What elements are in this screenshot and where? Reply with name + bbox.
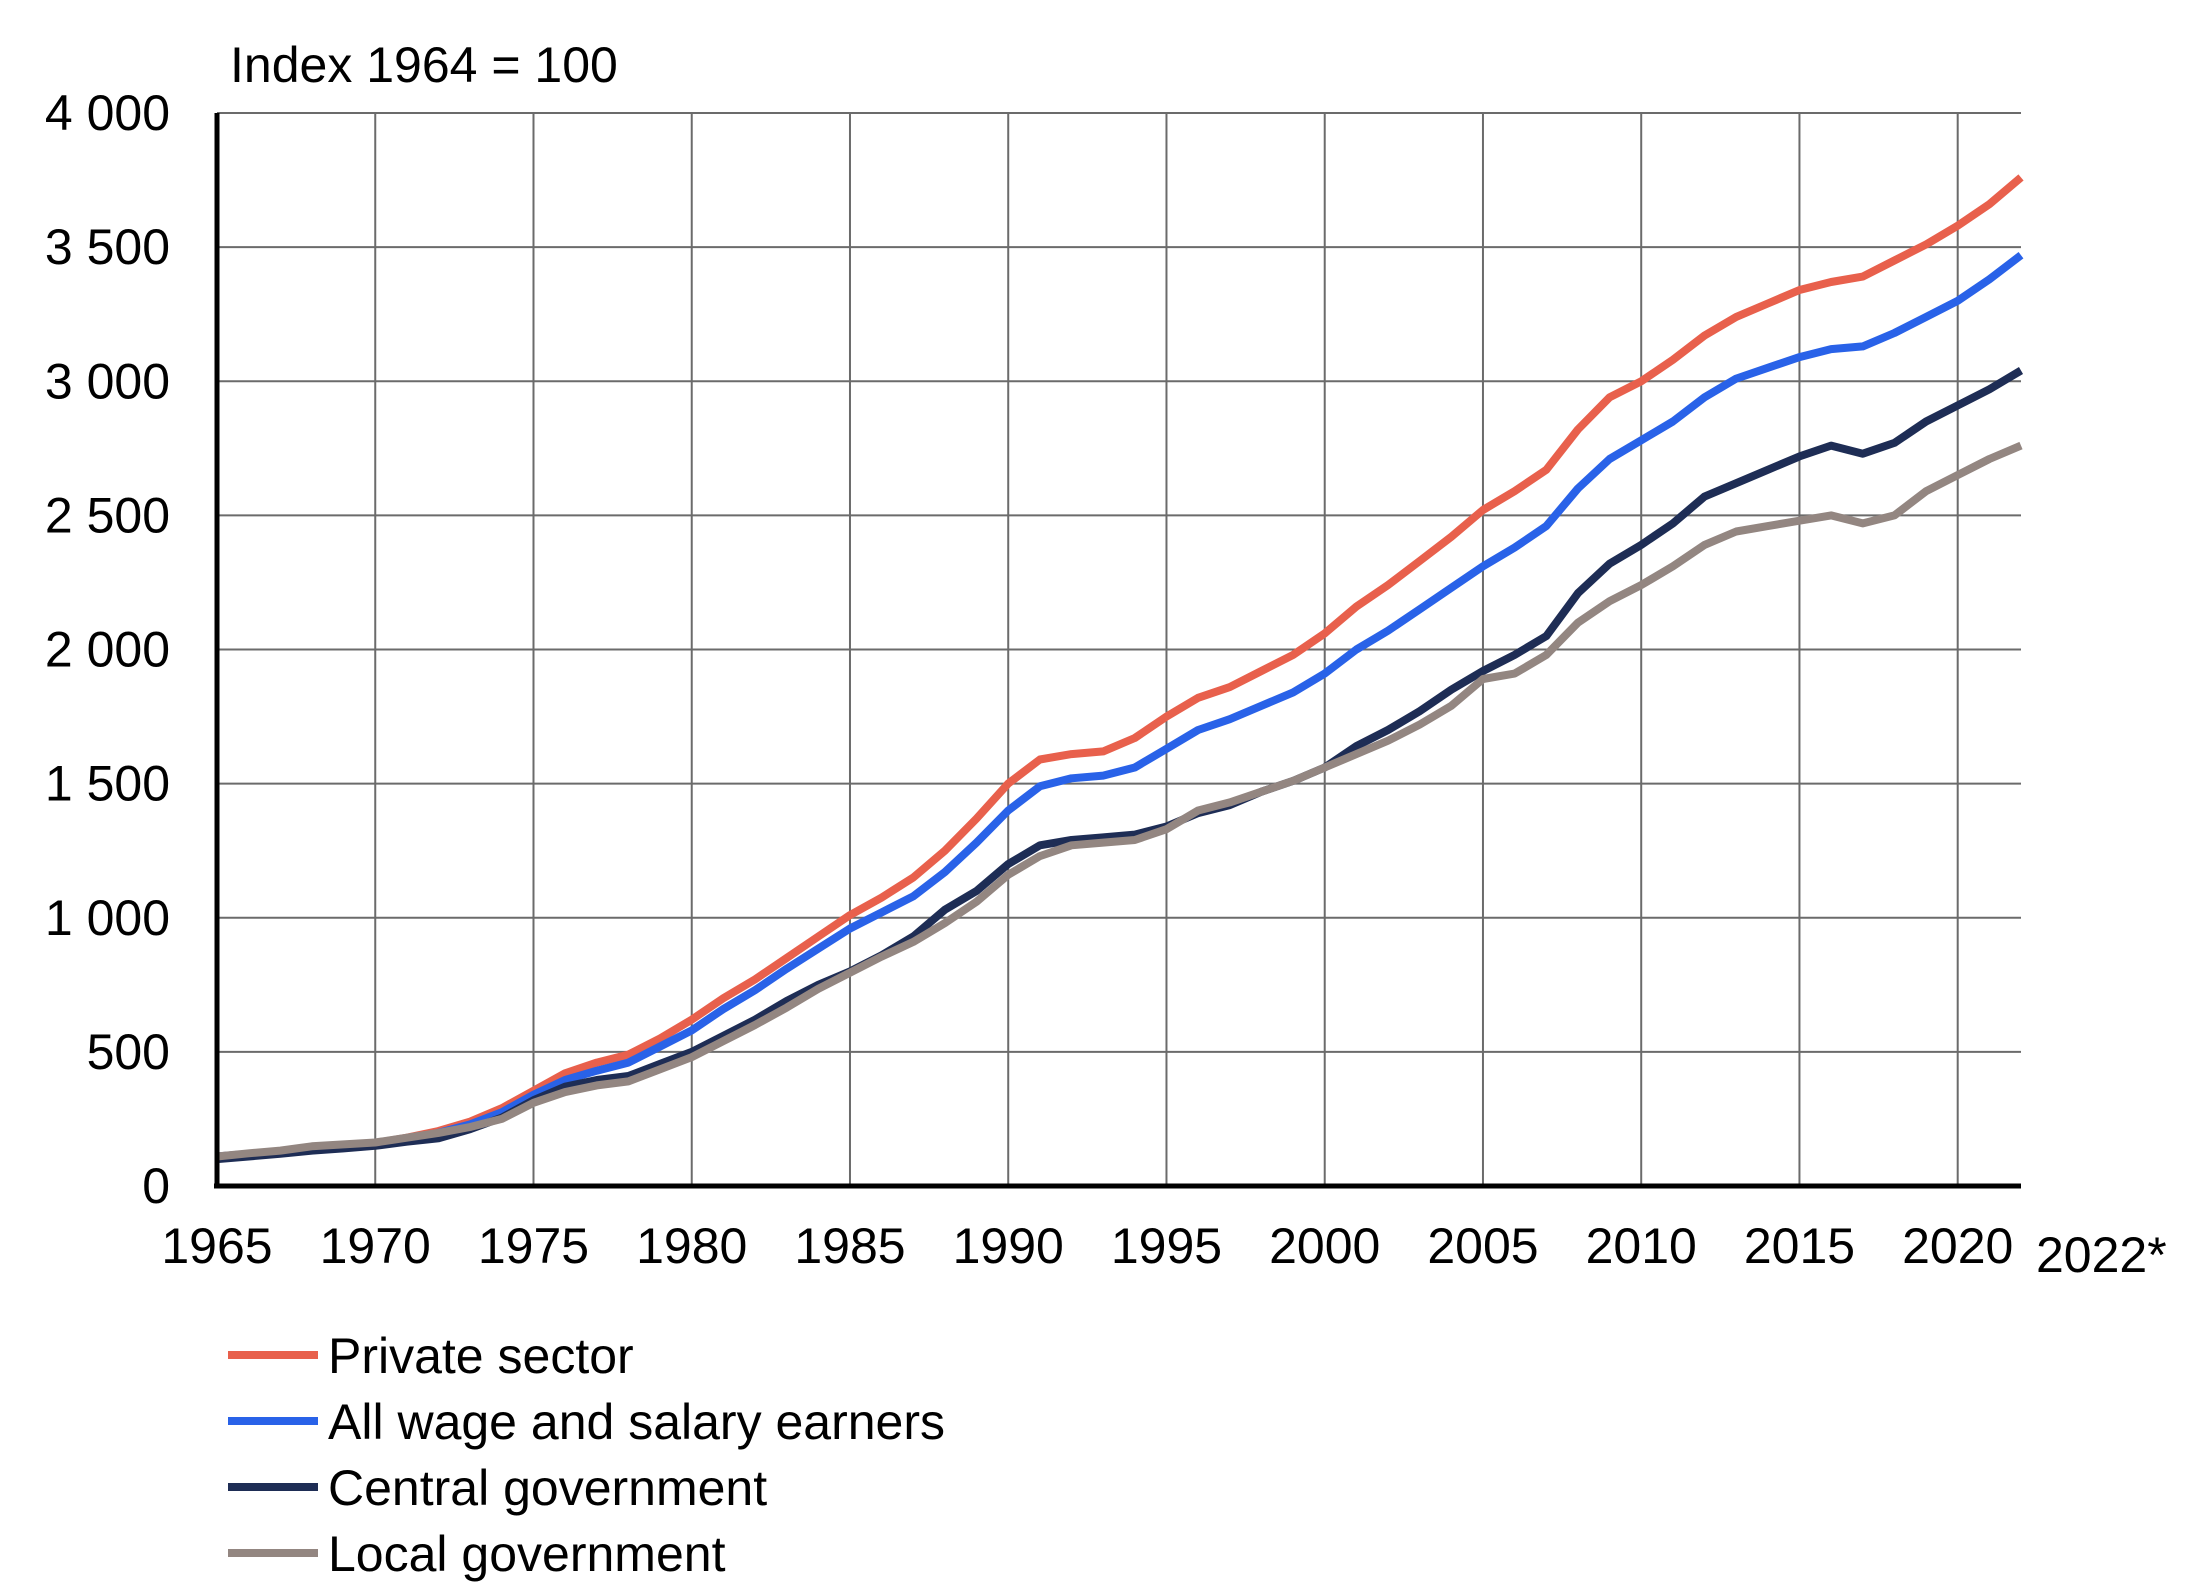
legend-item: All wage and salary earners — [228, 1394, 945, 1450]
legend-item: Local government — [228, 1526, 726, 1582]
y-axis-title: Index 1964 = 100 — [230, 37, 618, 93]
y-tick-label: 1 000 — [45, 890, 170, 946]
y-tick-label: 2 000 — [45, 622, 170, 678]
x-tick-label: 1985 — [794, 1218, 905, 1274]
legend-label: Local government — [328, 1526, 726, 1582]
series-line-all-wage-and-salary-earners — [216, 252, 2024, 1161]
x-tick-label: 2022* — [2036, 1227, 2167, 1283]
x-tick-label: 1980 — [636, 1218, 747, 1274]
x-tick-label: 2020 — [1902, 1218, 2013, 1274]
x-tick-label: 1965 — [161, 1218, 272, 1274]
y-tick-labels: 0 500 1 000 1 500 2 000 2 500 3 000 3 500 4 000 — [45, 85, 170, 1214]
y-tick-label: 0 — [142, 1158, 170, 1214]
x-tick-label: 1990 — [953, 1218, 1064, 1274]
y-tick-label: 1 500 — [45, 756, 170, 812]
x-tick-label: 1970 — [320, 1218, 431, 1274]
legend-item: Private sector — [228, 1328, 634, 1384]
legend-label: Private sector — [328, 1328, 634, 1384]
x-tick-labels: 1965 1970 1975 1980 1985 1990 1995 2000 2005 2010… — [161, 1218, 2166, 1283]
legend-label: Central government — [328, 1460, 767, 1516]
x-tick-label: 1975 — [478, 1218, 589, 1274]
y-tick-label: 2 500 — [45, 487, 170, 543]
x-tick-label: 1995 — [1111, 1218, 1222, 1274]
series-lines — [216, 174, 2024, 1164]
legend: Private sector All wage and salary earner… — [228, 1328, 945, 1582]
y-tick-label: 4 000 — [45, 85, 170, 141]
axes — [214, 113, 2021, 1189]
series-line-local-government — [216, 441, 2023, 1161]
grid — [217, 112, 2021, 1186]
legend-item: Central government — [228, 1460, 767, 1516]
x-tick-label: 2000 — [1269, 1218, 1380, 1274]
y-tick-label: 3 000 — [45, 353, 170, 409]
x-tick-label: 2015 — [1744, 1218, 1855, 1274]
series-line-private-sector — [216, 174, 2024, 1161]
legend-label: All wage and salary earners — [328, 1394, 945, 1450]
y-tick-label: 3 500 — [45, 219, 170, 275]
x-tick-label: 2005 — [1427, 1218, 1538, 1274]
x-tick-label: 2010 — [1586, 1218, 1697, 1274]
y-tick-label: 500 — [87, 1024, 170, 1080]
series-line-central-government — [216, 367, 2024, 1164]
